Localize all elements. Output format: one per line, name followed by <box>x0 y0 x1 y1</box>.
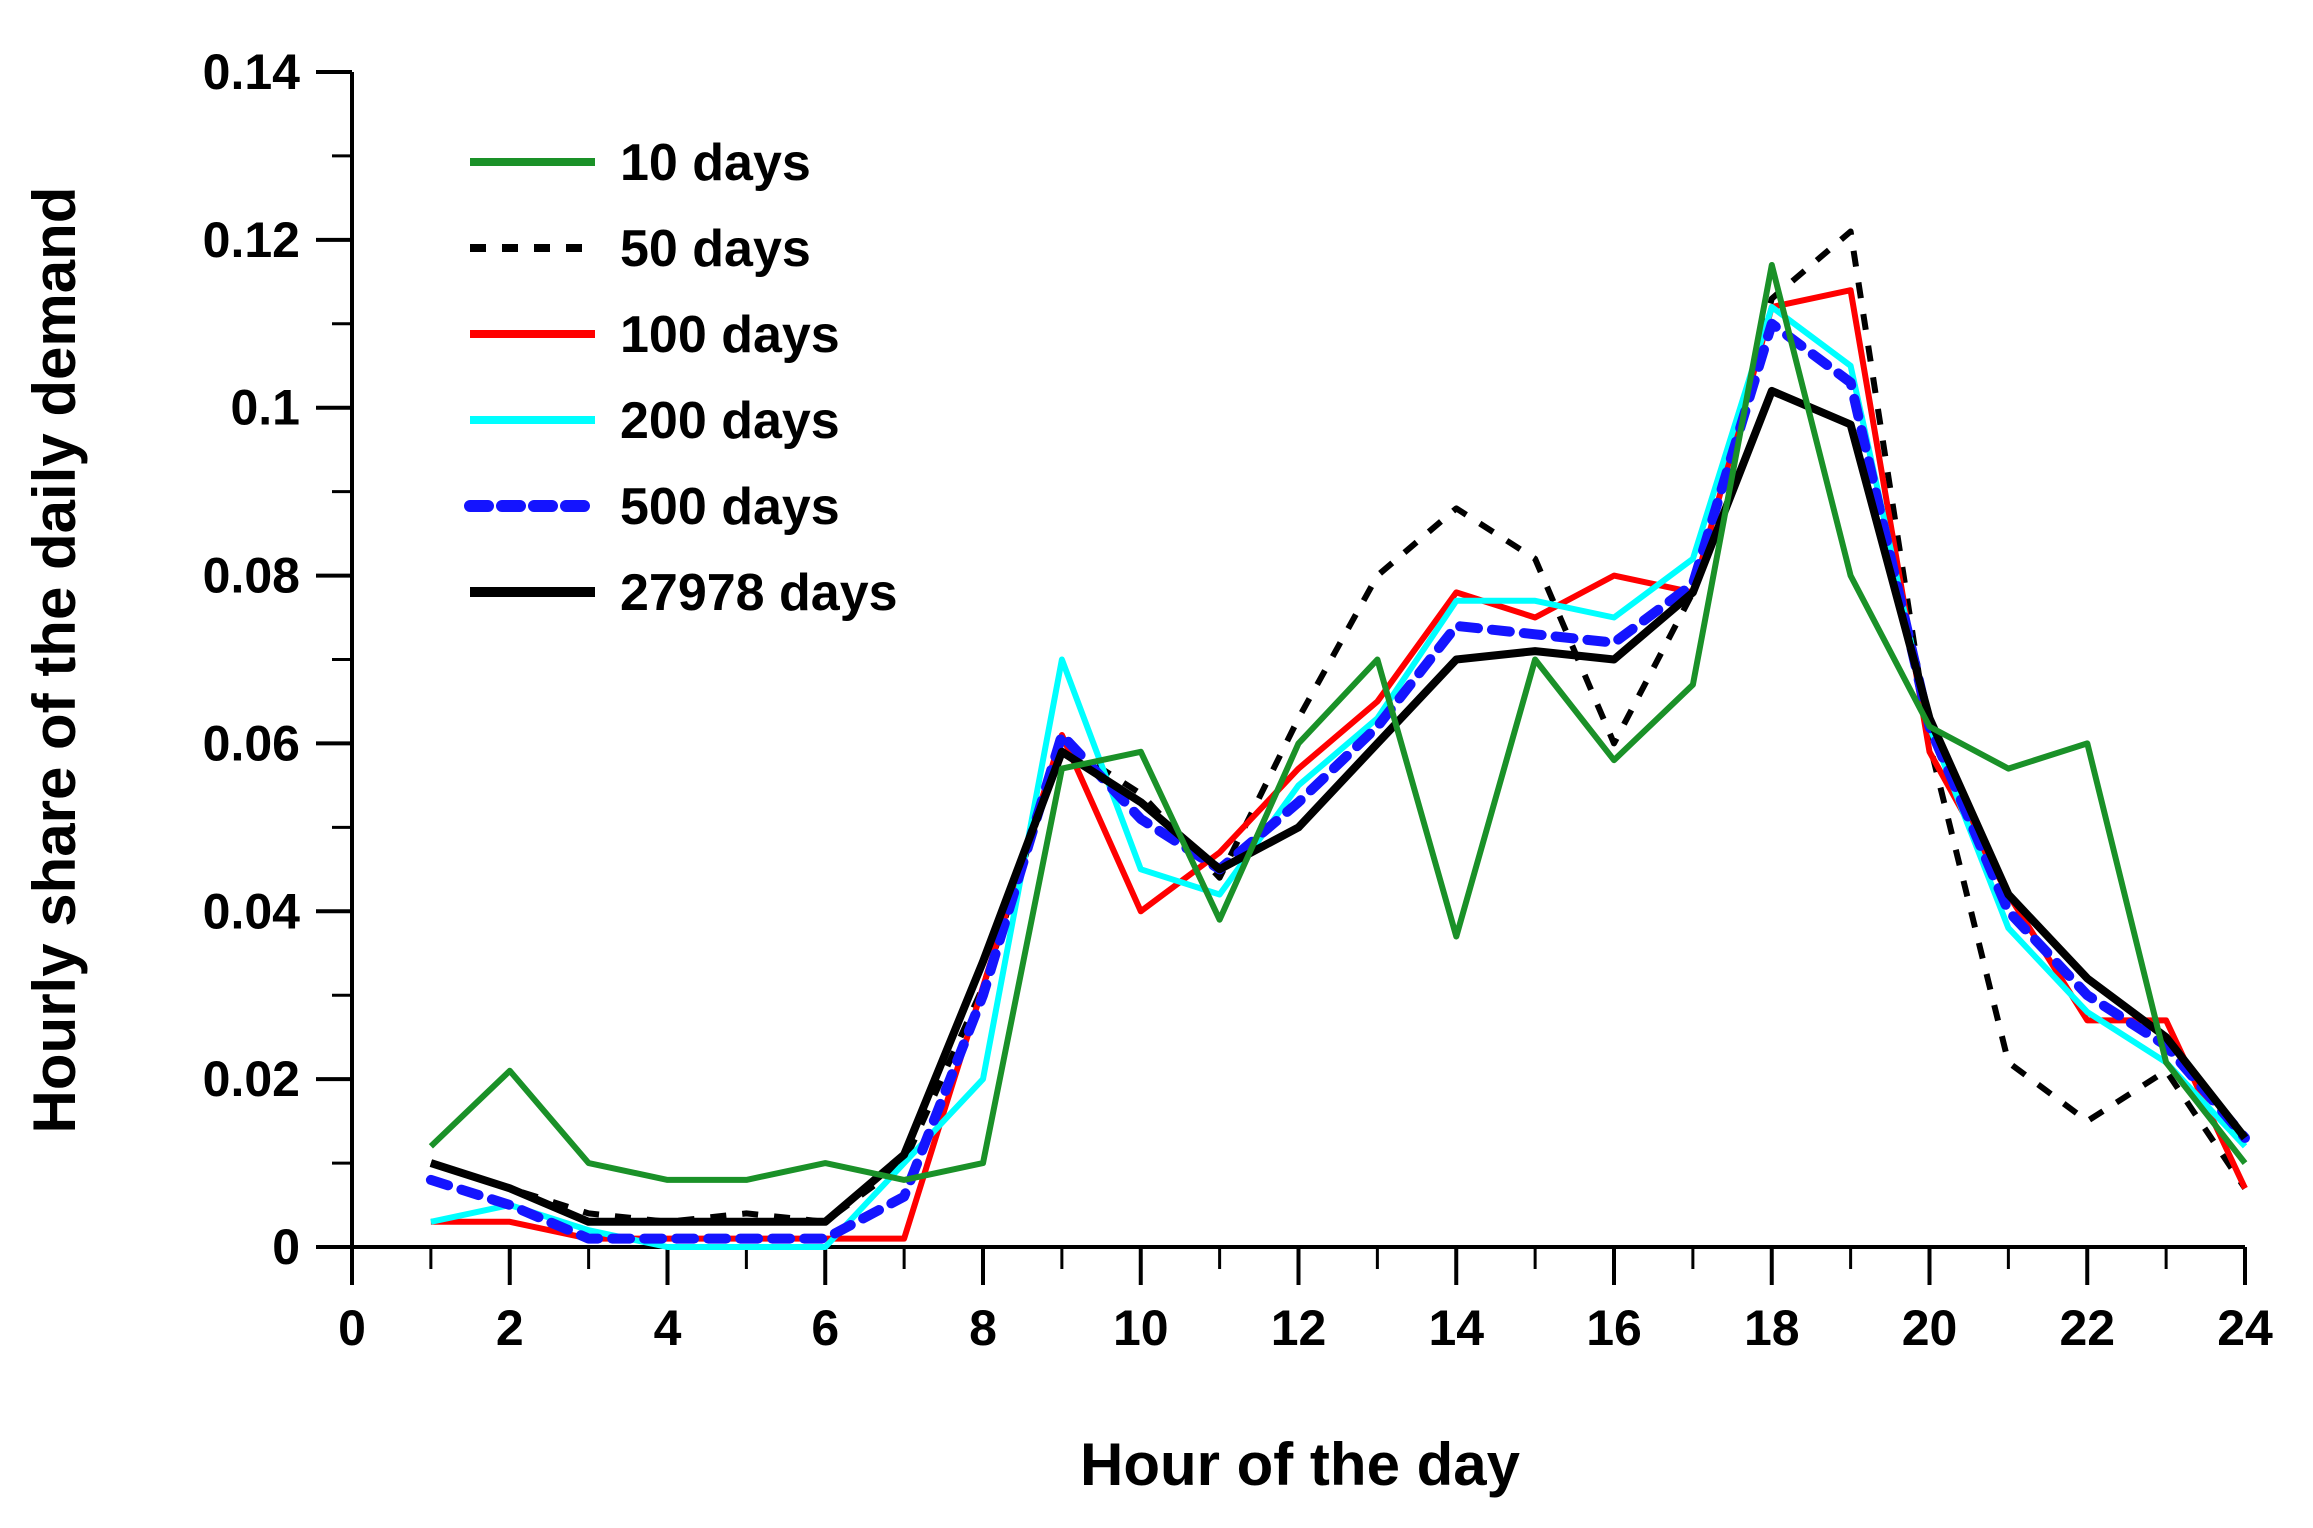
series-line-50-days <box>429 228 2248 1225</box>
x-tick-label: 24 <box>2217 1300 2273 1356</box>
x-axis-title: Hour of the day <box>1080 1431 1521 1498</box>
legend-label: 200 days <box>620 392 840 450</box>
legend-label: 50 days <box>620 220 811 278</box>
legend: 10 days 50 days 100 days 200 days 500 days 27… <box>464 134 898 622</box>
y-tick-label: 0.04 <box>203 883 301 939</box>
x-tick-label: 0 <box>338 1300 366 1356</box>
axes: 00.020.040.060.080.10.120.140 2 4 6 8 10 12 14 1… <box>203 44 2273 1356</box>
x-tick-label: 22 <box>2059 1300 2115 1356</box>
legend-label: 500 days <box>620 478 840 536</box>
x-tick-label: 10 <box>1113 1300 1169 1356</box>
x-tick-label: 12 <box>1271 1300 1327 1356</box>
x-tick-label: 18 <box>1744 1300 1800 1356</box>
series-line-27978-days <box>429 386 2249 1226</box>
legend-label: 10 days <box>620 134 811 192</box>
y-tick-label: 0.08 <box>203 548 300 604</box>
y-tick-label: 0.06 <box>203 715 300 771</box>
series-line-10-days <box>428 262 2248 1183</box>
y-tick-label: 0.12 <box>203 212 300 268</box>
legend-label: 100 days <box>620 306 840 364</box>
x-tick-label: 6 <box>811 1300 839 1356</box>
x-tick-label: 8 <box>969 1300 997 1356</box>
x-tick-label: 4 <box>654 1300 682 1356</box>
y-tick-label: 0 <box>272 1219 300 1275</box>
legend-label: 27978 days <box>620 564 898 622</box>
y-tick-label: 0.14 <box>203 44 301 100</box>
x-tick-label: 20 <box>1902 1300 1958 1356</box>
y-tick-label: 0.02 <box>203 1051 300 1107</box>
series-line-100-days <box>430 287 2248 1242</box>
y-tick-label: 0.1 <box>230 380 300 436</box>
y-axis-title: Hourly share of the daily demand <box>21 187 88 1134</box>
x-tick-label: 2 <box>496 1300 524 1356</box>
x-tick-label: 14 <box>1428 1300 1484 1356</box>
series-layer <box>425 228 2250 1250</box>
x-tick-label: 16 <box>1586 1300 1642 1356</box>
